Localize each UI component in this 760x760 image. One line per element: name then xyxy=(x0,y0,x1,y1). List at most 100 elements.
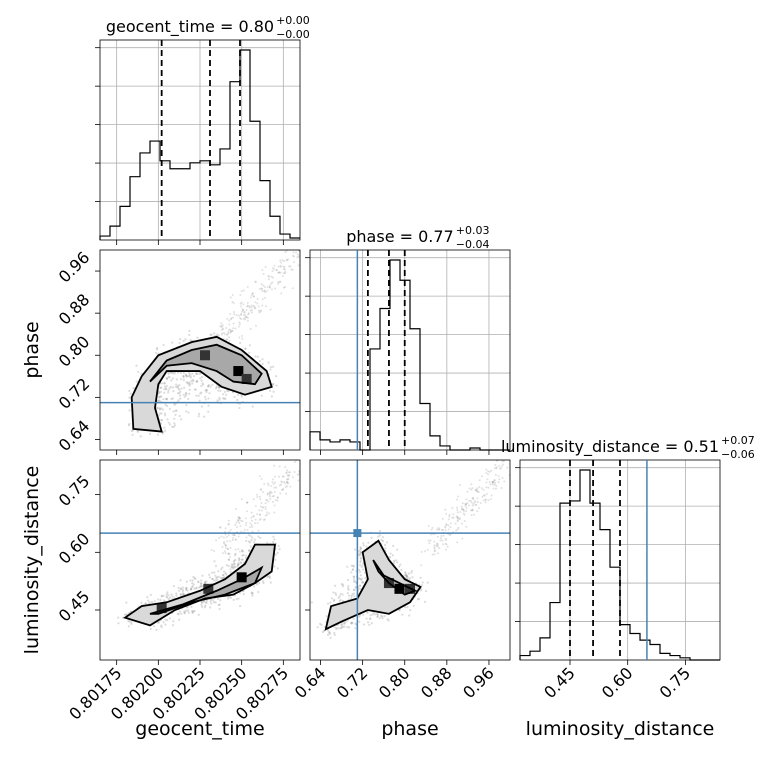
sample-point xyxy=(358,568,361,572)
sample-point xyxy=(249,534,252,537)
sample-point xyxy=(200,405,204,408)
xtick-label-phase-4: 0.96 xyxy=(459,663,498,702)
ytick-label-luminosity_distance-2: 0.75 xyxy=(55,471,94,510)
sample-point xyxy=(258,311,261,314)
sample-point xyxy=(176,384,180,388)
sample-point xyxy=(242,314,245,317)
sample-point xyxy=(398,609,401,612)
sample-point xyxy=(237,557,241,560)
sample-point xyxy=(228,328,231,331)
sample-point xyxy=(245,524,248,527)
sample-point xyxy=(353,580,357,583)
sample-point xyxy=(406,575,409,578)
sample-point xyxy=(376,615,379,618)
sample-point xyxy=(227,558,230,561)
sample-point xyxy=(128,389,131,393)
sample-point xyxy=(243,311,246,314)
sample-point xyxy=(227,330,230,333)
sample-point xyxy=(444,542,447,545)
sample-point xyxy=(351,568,355,571)
sample-point xyxy=(286,482,289,485)
sample-point xyxy=(265,499,268,502)
sample-point xyxy=(129,392,132,395)
sample-point xyxy=(263,290,266,293)
sample-point xyxy=(258,513,261,516)
sample-point xyxy=(125,613,128,616)
sample-point xyxy=(485,472,488,475)
sample-point xyxy=(213,332,216,335)
sample-point xyxy=(352,588,355,591)
sample-point xyxy=(221,324,224,327)
sample-point xyxy=(293,461,296,464)
sample-point xyxy=(471,508,474,511)
sample-point xyxy=(200,582,203,585)
sample-point xyxy=(350,622,353,625)
sample-point xyxy=(498,467,501,470)
sample-point xyxy=(456,516,459,519)
sample-point xyxy=(224,527,227,530)
sample-point xyxy=(249,545,252,548)
sample-point xyxy=(229,296,232,299)
sample-point xyxy=(249,309,252,312)
sample-point xyxy=(170,593,173,596)
sample-point xyxy=(284,466,287,469)
sample-point xyxy=(242,593,245,596)
sample-point xyxy=(238,516,241,519)
sample-point xyxy=(187,371,191,374)
sample-point xyxy=(170,397,173,401)
sample-point xyxy=(473,501,476,504)
sample-point xyxy=(435,542,438,545)
sample-point xyxy=(451,516,454,519)
sample-point xyxy=(476,501,479,504)
sample-point xyxy=(233,534,236,537)
sample-point xyxy=(384,547,387,550)
sample-point xyxy=(204,389,207,392)
sample-point xyxy=(310,601,313,604)
sample-point xyxy=(347,585,350,588)
sample-point xyxy=(225,389,229,392)
sample-point xyxy=(279,265,282,268)
sample-point xyxy=(231,329,234,332)
sample-point xyxy=(156,598,160,601)
sample-point xyxy=(240,395,243,398)
sample-point xyxy=(286,474,289,477)
sample-point xyxy=(284,272,287,275)
density-peak-1 xyxy=(203,583,214,594)
sample-point xyxy=(251,292,254,295)
sample-point xyxy=(349,621,353,624)
sample-point xyxy=(471,497,474,500)
sample-point xyxy=(408,614,411,617)
sample-point xyxy=(207,404,210,407)
sample-point xyxy=(166,591,169,594)
sample-point xyxy=(246,529,249,532)
sample-point xyxy=(273,491,276,494)
sample-point xyxy=(160,386,163,389)
sample-point xyxy=(140,601,143,604)
sample-point xyxy=(160,418,163,422)
sample-point xyxy=(233,565,236,568)
sample-point xyxy=(470,483,473,486)
sample-point xyxy=(423,600,427,603)
sample-point xyxy=(269,490,272,493)
sample-point xyxy=(405,575,408,578)
sample-point xyxy=(348,626,351,629)
sample-point xyxy=(218,398,221,401)
sample-point xyxy=(281,258,284,261)
sample-point xyxy=(185,609,188,612)
sample-point xyxy=(266,285,269,288)
sample-point xyxy=(285,472,288,475)
sample-point xyxy=(457,526,460,529)
sample-point xyxy=(445,523,448,526)
sample-point xyxy=(470,513,473,516)
xtick-label-phase-0: 0.64 xyxy=(291,663,330,702)
sample-point xyxy=(195,373,198,376)
sample-point xyxy=(170,371,173,374)
sample-point xyxy=(174,385,177,388)
sample-point xyxy=(476,488,479,491)
sample-point xyxy=(245,501,248,504)
sample-point xyxy=(333,633,336,636)
sample-point xyxy=(485,468,488,471)
sample-point xyxy=(249,328,252,331)
sample-point xyxy=(438,547,441,550)
sample-point xyxy=(189,383,192,386)
